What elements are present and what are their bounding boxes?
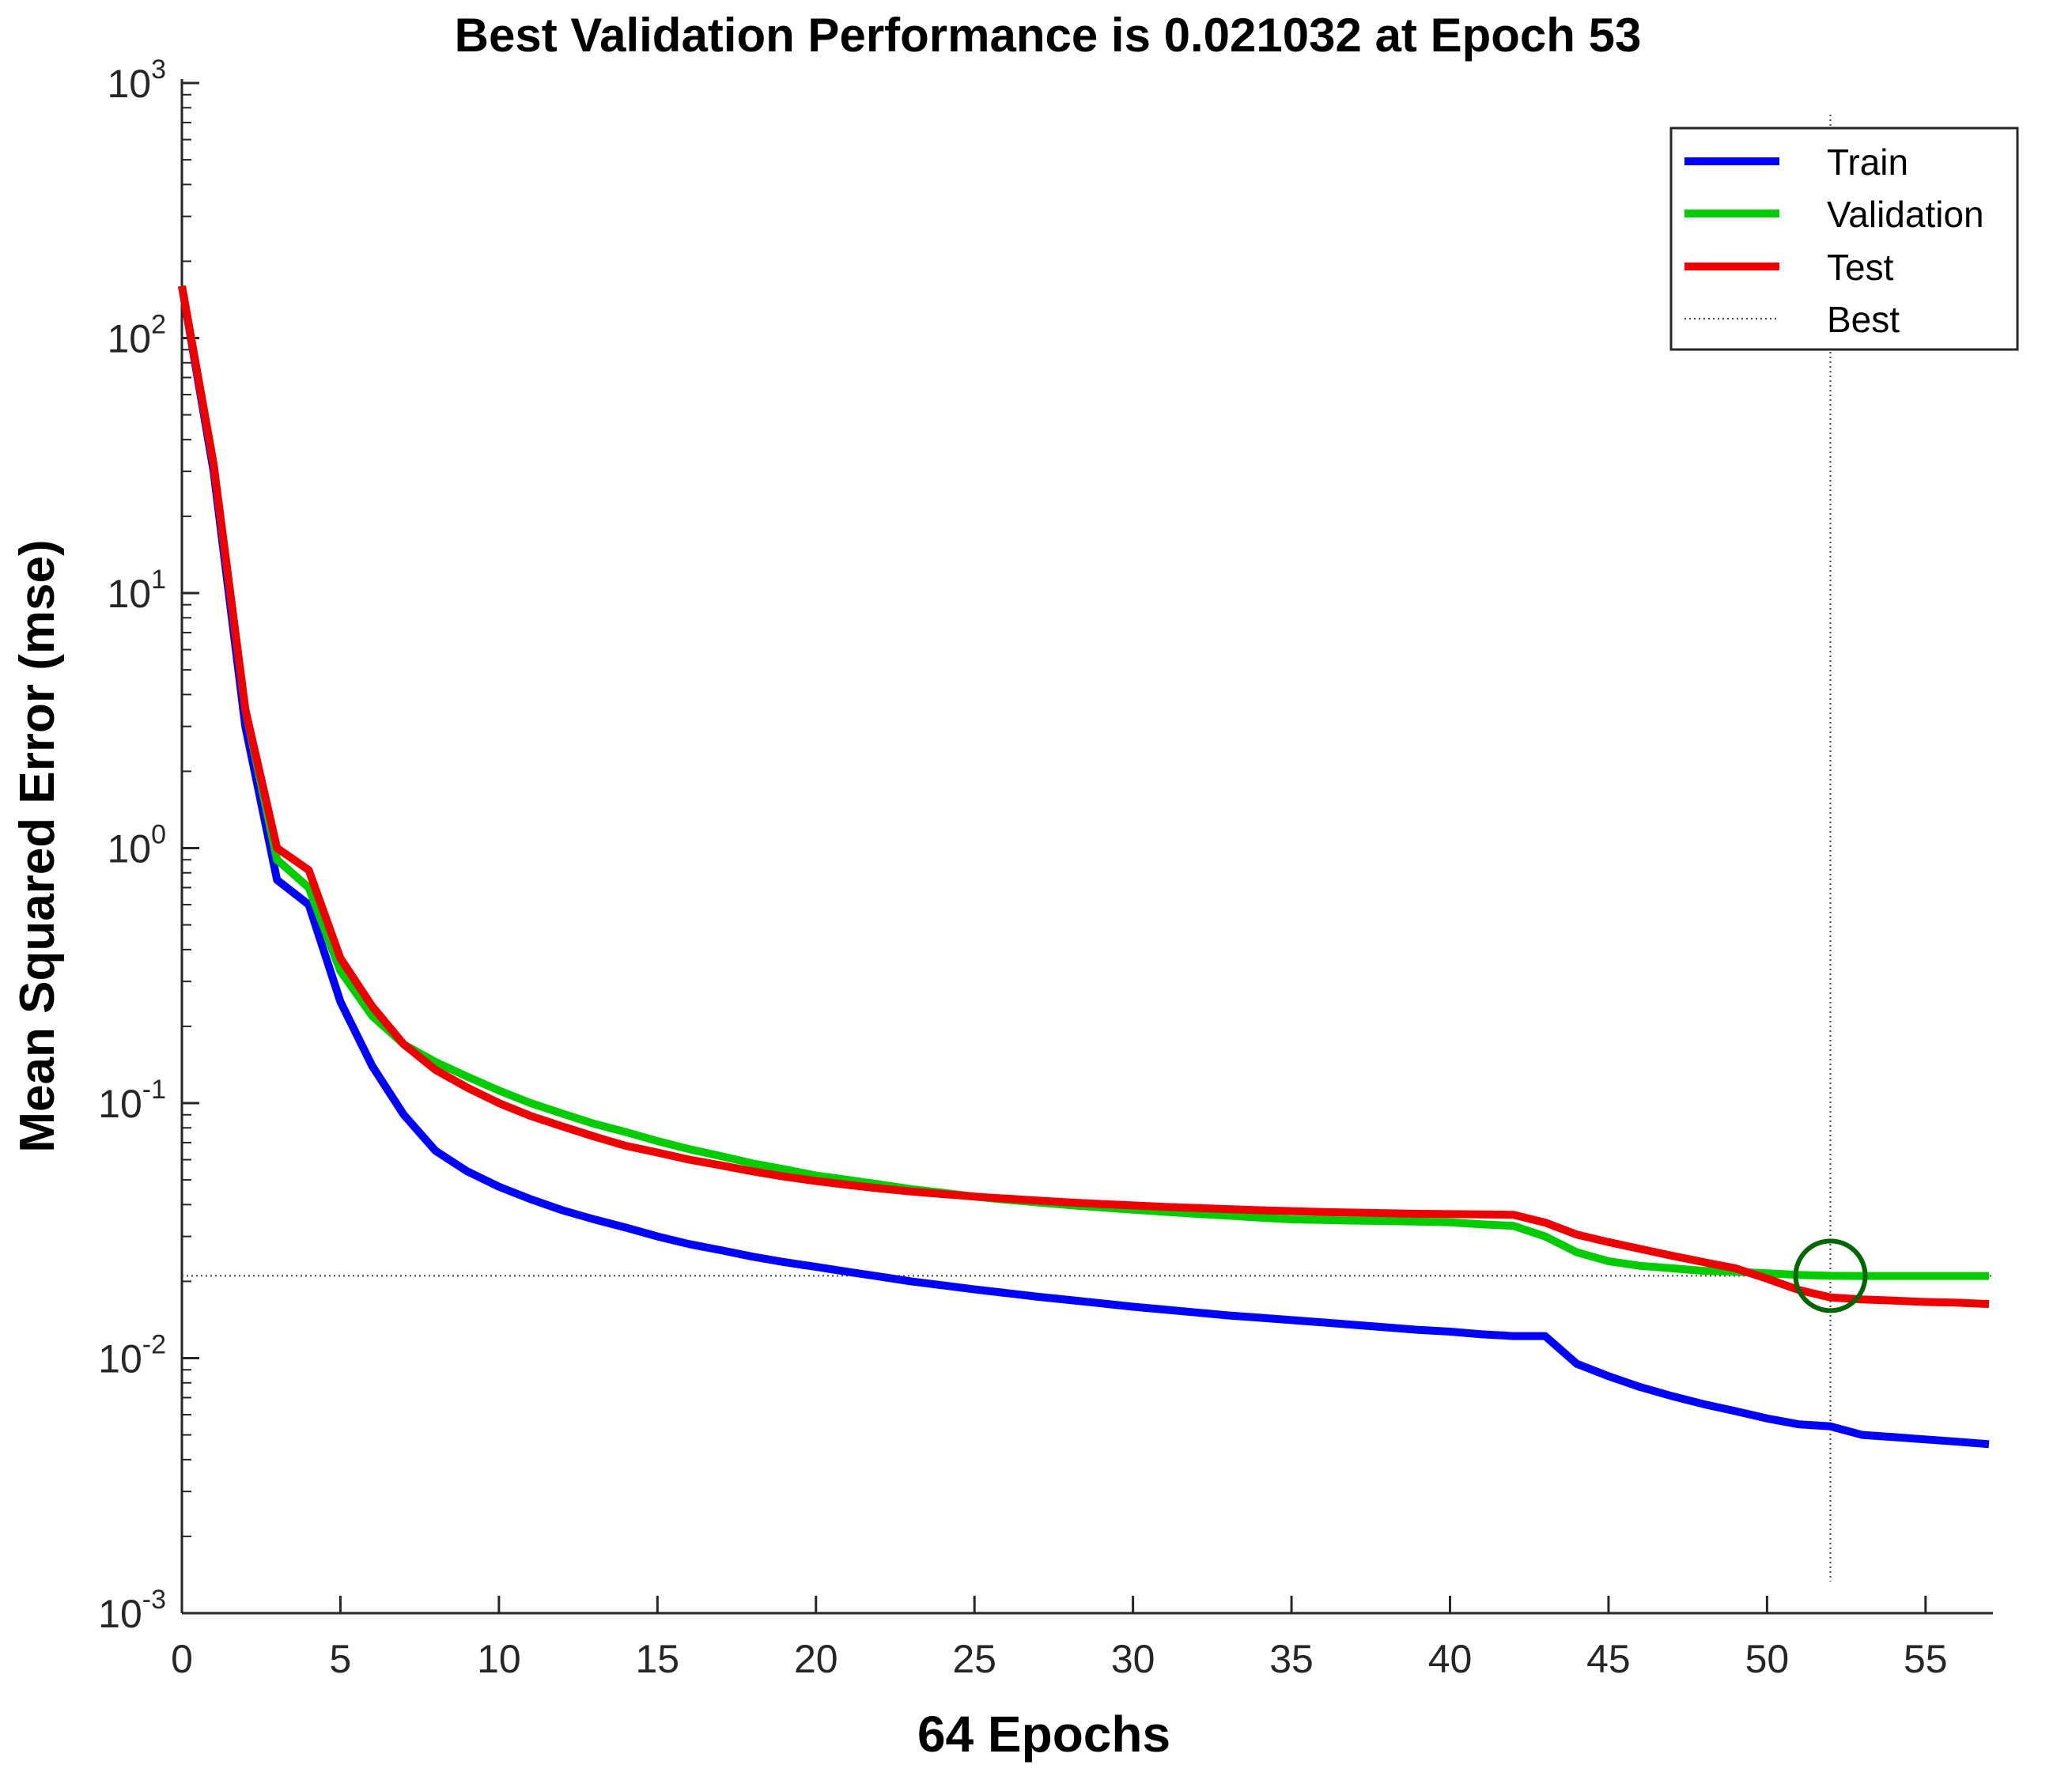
y-tick-label: 102 — [107, 310, 166, 361]
series-line-train — [178, 285, 1990, 1449]
x-tick-label: 20 — [794, 1637, 838, 1681]
x-tick-label: 15 — [636, 1637, 680, 1681]
plot-area: 0 5 10 15 20 25 30 35 40 45 50 55 10-310-210-110010… — [98, 55, 1993, 1681]
y-axis-label: Mean Squared Error (mse) — [10, 539, 65, 1152]
legend-best-label: Best — [1827, 299, 1900, 340]
legend-train-label: Train — [1827, 142, 1908, 183]
y-tick-label: 10-2 — [98, 1330, 166, 1381]
x-axis-label: 64 Epochs — [917, 1706, 1170, 1763]
series-line-validation — [178, 285, 1989, 1280]
x-tick-label: 45 — [1586, 1637, 1631, 1681]
y-tick-label: 100 — [107, 820, 166, 871]
legend-validation-label: Validation — [1827, 194, 1984, 235]
x-tick-label: 5 — [330, 1637, 352, 1681]
legend: Train Validation Test Best — [1669, 127, 2019, 351]
y-tick-label: 10-3 — [98, 1585, 166, 1636]
y-tick-label: 103 — [107, 55, 166, 106]
x-tick-label: 30 — [1111, 1637, 1155, 1681]
x-tick-label: 50 — [1745, 1637, 1790, 1681]
legend-test-label: Test — [1827, 247, 1894, 288]
chart-title: Best Validation Performance is 0.021032 … — [455, 9, 1642, 62]
y-axis-ticks: 10-3 10-2 10-1 100 101 102 103 — [98, 55, 199, 1636]
x-tick-label: 35 — [1269, 1637, 1314, 1681]
y-minor-ticks — [182, 93, 191, 1537]
x-tick-label: 0 — [171, 1637, 193, 1681]
series-line-test — [178, 285, 1990, 1309]
series-layer — [178, 285, 1990, 1449]
x-tick-label: 25 — [952, 1637, 996, 1681]
x-tick-label: 55 — [1904, 1637, 1948, 1681]
x-tick-label: 10 — [477, 1637, 521, 1681]
x-tick-label: 40 — [1428, 1637, 1473, 1681]
x-axis-ticks: 0 5 10 15 20 25 30 35 40 45 50 55 — [171, 1596, 1948, 1681]
y-tick-label: 101 — [107, 565, 166, 616]
best-marker — [1793, 1238, 1868, 1313]
y-tick-label: 10-1 — [98, 1075, 166, 1126]
